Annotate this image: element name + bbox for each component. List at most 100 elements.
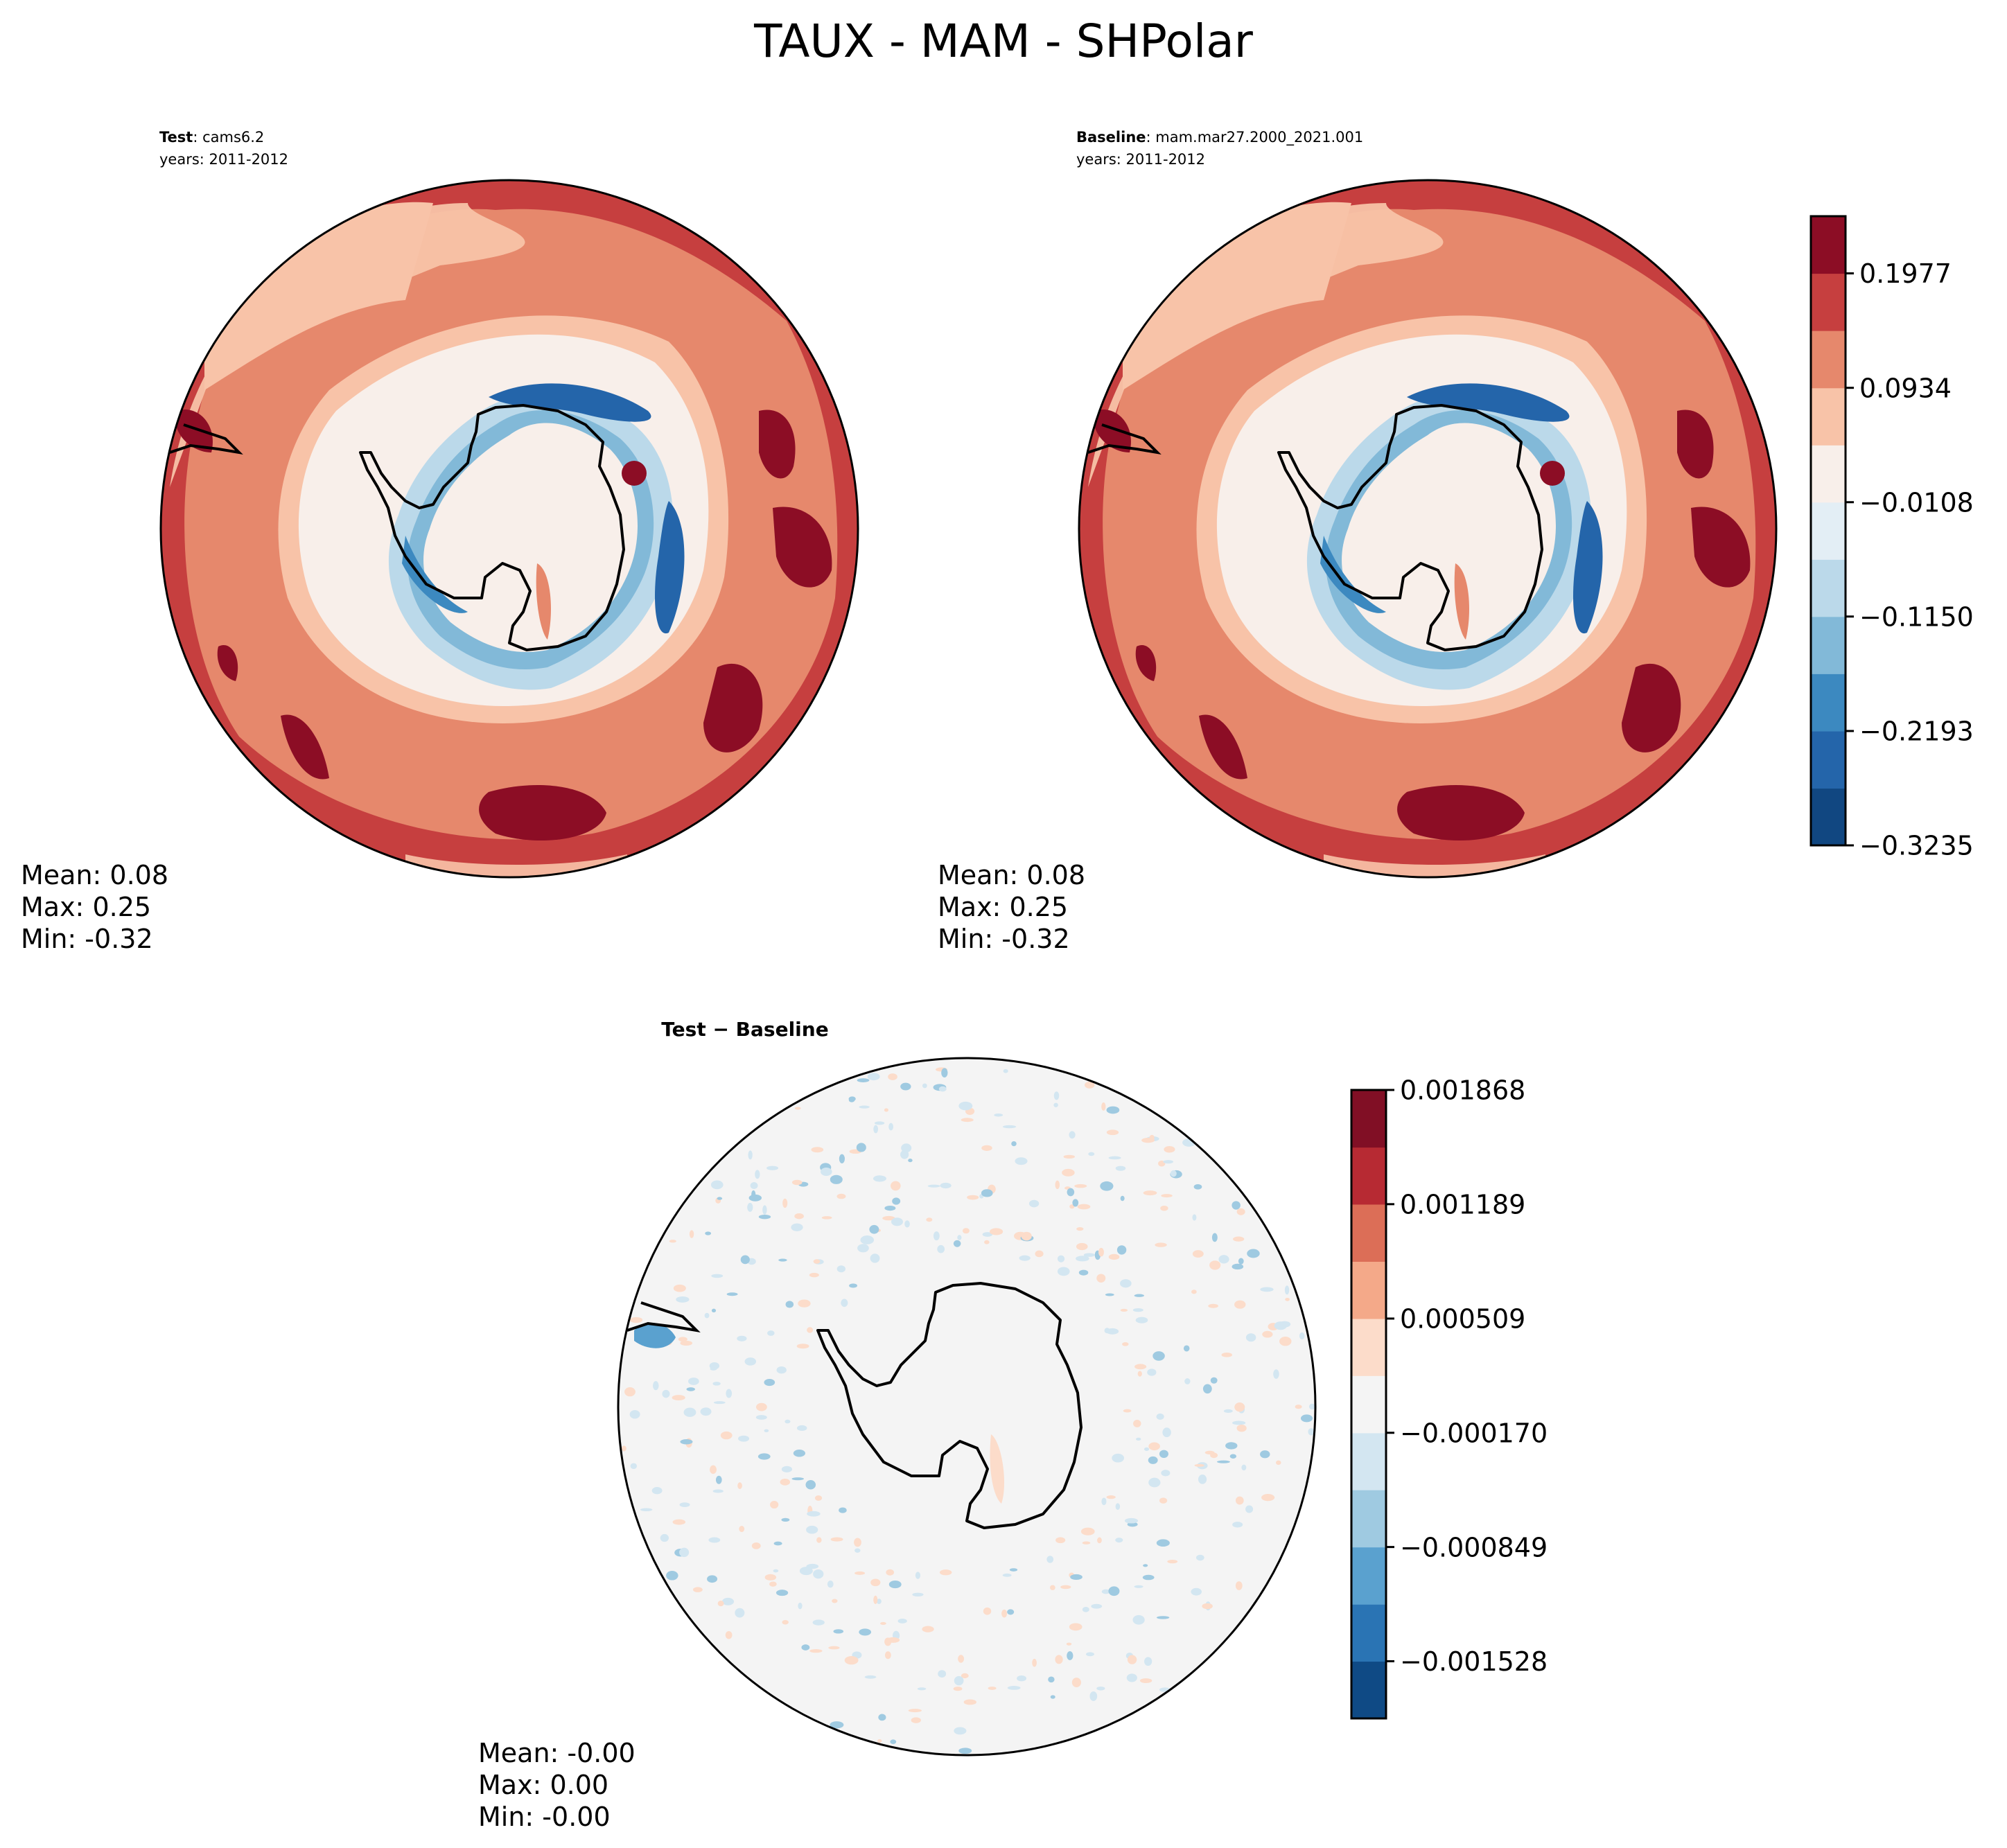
difference-speckle: [904, 1220, 910, 1228]
difference-speckle: [1077, 1204, 1091, 1210]
difference-speckle: [767, 1330, 775, 1336]
difference-speckle: [1053, 1102, 1058, 1107]
difference-speckle: [1132, 1308, 1143, 1312]
difference-speckle: [769, 1581, 777, 1587]
difference-speckle: [1261, 1494, 1275, 1502]
colorbar-main-tick-label: −0.2193: [1859, 716, 1974, 747]
difference-speckle: [791, 1223, 803, 1231]
difference-speckle: [1211, 1233, 1218, 1242]
panel-baseline-years: years: 2011-2012: [1076, 151, 1205, 168]
difference-speckle: [807, 1327, 814, 1333]
difference-speckle: [1046, 1556, 1054, 1563]
difference-speckle: [660, 1533, 669, 1542]
difference-speckle: [653, 1381, 659, 1391]
difference-speckle: [651, 1487, 663, 1495]
difference-speckle: [705, 1231, 712, 1235]
difference-speckle: [1163, 1160, 1174, 1164]
panel-difference-max: Max: 0.00: [478, 1770, 608, 1800]
difference-speckle: [1192, 1250, 1204, 1258]
difference-speckle: [939, 1569, 952, 1576]
difference-speckle: [954, 1675, 964, 1686]
difference-speckle: [1120, 1195, 1125, 1202]
difference-speckle: [672, 1519, 686, 1525]
difference-speckle: [867, 1073, 880, 1081]
difference-speckle: [629, 1409, 640, 1419]
difference-speckle: [704, 1312, 710, 1319]
difference-speckle: [717, 1197, 723, 1200]
difference-speckle: [1032, 1658, 1037, 1667]
difference-speckle: [967, 1195, 979, 1200]
colorbar-difference-band: [1351, 1604, 1386, 1662]
difference-speckle: [958, 1655, 965, 1663]
difference-speckle: [793, 1450, 806, 1457]
difference-speckle: [1155, 1242, 1167, 1247]
difference-speckle: [1048, 1676, 1055, 1683]
difference-speckle: [755, 1402, 767, 1411]
difference-speckle: [1167, 1560, 1178, 1564]
difference-speckle: [1192, 1214, 1197, 1221]
difference-speckle: [1160, 1205, 1168, 1211]
difference-speckle: [836, 1193, 846, 1199]
colorbar-difference-tick-label: −0.000849: [1400, 1532, 1548, 1563]
difference-speckle: [710, 1180, 724, 1190]
difference-speckle: [963, 1699, 976, 1705]
difference-speckle: [938, 1670, 947, 1678]
difference-speckle: [778, 1258, 787, 1262]
difference-speckle: [849, 1283, 857, 1288]
difference-speckle: [1062, 1168, 1075, 1177]
panel-test-mean: Mean: 0.08: [21, 860, 168, 890]
difference-speckle: [1053, 1091, 1060, 1100]
difference-speckle: [692, 1587, 703, 1592]
panel-difference-label: Test − Baseline: [661, 1018, 828, 1041]
difference-speckle: [751, 1542, 761, 1549]
difference-speckle: [805, 1479, 816, 1490]
difference-speckle: [624, 1387, 636, 1397]
figure-title: TAUX - MAM - SHPolar: [753, 15, 1254, 68]
difference-speckle: [1223, 1409, 1233, 1413]
difference-speckle: [785, 1301, 794, 1308]
difference-speckle: [1076, 1256, 1089, 1262]
difference-speckle: [873, 1125, 879, 1134]
difference-speckle: [854, 1538, 861, 1547]
colorbar-main-band: [1811, 788, 1846, 846]
difference-speckle: [954, 1727, 967, 1735]
difference-speckle: [1028, 1199, 1040, 1208]
difference-speckle: [900, 1082, 911, 1091]
colorbar-main-band: [1811, 559, 1846, 617]
difference-speckle: [1084, 1081, 1095, 1089]
difference-speckle: [859, 1628, 872, 1636]
difference-speckle: [679, 1547, 690, 1558]
difference-speckle: [801, 1644, 810, 1651]
difference-speckle: [1120, 1279, 1132, 1288]
difference-speckle: [798, 1602, 803, 1610]
difference-speckle: [1143, 1564, 1148, 1567]
difference-speckle: [983, 1607, 992, 1615]
difference-speckle: [1089, 1691, 1098, 1701]
difference-speckle: [1067, 1651, 1073, 1660]
difference-speckle: [1015, 1157, 1028, 1165]
difference-speckle: [1191, 1290, 1197, 1294]
difference-speckle: [1148, 1477, 1161, 1488]
difference-speckle: [751, 1190, 756, 1199]
colorbar-main-band: [1811, 273, 1846, 331]
difference-speckle: [1112, 1453, 1125, 1463]
difference-speckle: [1115, 1503, 1121, 1511]
difference-speckle: [1191, 1587, 1202, 1596]
difference-speckle: [1082, 1541, 1091, 1545]
difference-speckle: [744, 1357, 757, 1366]
difference-speckle: [673, 1284, 686, 1292]
difference-speckle: [961, 1673, 969, 1679]
difference-speckle: [1143, 1657, 1153, 1666]
colorbar-main-tick-label: −0.0108: [1859, 487, 1974, 518]
difference-speckle: [897, 1618, 907, 1623]
difference-speckle: [890, 1739, 897, 1744]
difference-speckle: [1057, 1267, 1070, 1276]
difference-speckle: [630, 1463, 638, 1470]
difference-speckle: [1308, 1403, 1315, 1410]
difference-speckle: [1055, 1180, 1060, 1190]
panel-difference-mean: Mean: -0.00: [478, 1738, 636, 1768]
difference-speckle: [864, 1675, 877, 1679]
difference-speckles: [621, 1067, 1315, 1754]
colorbar-main-tick-label: 0.0934: [1859, 373, 1952, 403]
